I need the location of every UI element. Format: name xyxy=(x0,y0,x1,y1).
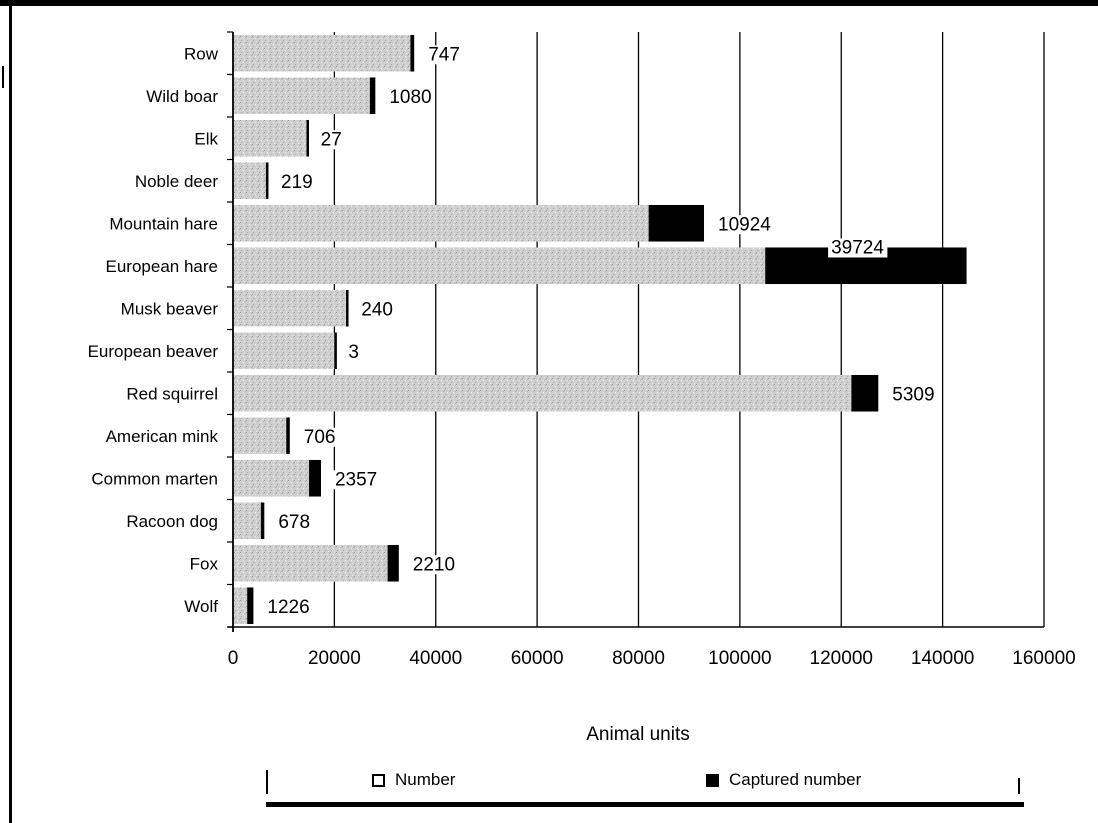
bar-captured xyxy=(851,374,879,412)
category-label: Racoon dog xyxy=(126,512,218,531)
bar-number xyxy=(233,417,287,455)
data-label: 2357 xyxy=(335,469,377,490)
bar-captured xyxy=(309,459,321,497)
data-label: 1226 xyxy=(267,597,309,618)
data-label: 2210 xyxy=(413,554,455,575)
x-tick-label: 140000 xyxy=(911,648,974,669)
frame-left-border xyxy=(9,0,12,823)
legend-right-rule xyxy=(1018,778,1020,794)
x-tick-label: 0 xyxy=(228,648,239,669)
data-label: 5309 xyxy=(892,384,934,405)
data-label-backdrop xyxy=(264,597,313,617)
scan-mark xyxy=(2,66,4,88)
x-tick-label: 160000 xyxy=(1012,648,1075,669)
x-tick-label: 80000 xyxy=(612,648,665,669)
data-label-backdrop xyxy=(345,342,362,362)
legend-left-rule xyxy=(266,770,268,794)
x-axis-title: Animal units xyxy=(586,724,690,745)
bar-captured xyxy=(334,332,337,370)
category-label: Musk beaver xyxy=(121,299,219,318)
data-label: 219 xyxy=(281,172,313,193)
bar-captured xyxy=(648,204,705,242)
data-label: 747 xyxy=(428,44,460,65)
data-label-backdrop xyxy=(331,470,381,490)
bar-number xyxy=(233,459,310,497)
x-tick-label: 100000 xyxy=(708,648,771,669)
bar-captured xyxy=(286,417,290,455)
legend-item-captured: Captured number xyxy=(706,770,861,790)
data-label: 10924 xyxy=(718,214,771,235)
bar-captured xyxy=(306,119,309,157)
data-label-backdrop xyxy=(828,238,888,258)
data-label-backdrop xyxy=(386,87,435,107)
category-label: European beaver xyxy=(88,342,219,361)
data-label-backdrop xyxy=(715,215,775,235)
legend-label-number: Number xyxy=(395,770,456,789)
gridlines xyxy=(333,32,1045,627)
bar-number xyxy=(233,332,335,370)
data-label-backdrop xyxy=(358,300,396,320)
bar-captured xyxy=(410,34,415,72)
x-tick-label: 60000 xyxy=(511,648,564,669)
legend-item-number: Number xyxy=(372,770,455,790)
category-label: European hare xyxy=(106,257,218,276)
data-label: 3 xyxy=(348,342,359,363)
data-label-backdrop xyxy=(425,45,463,65)
category-label: Row xyxy=(184,44,219,63)
data-label-backdrop xyxy=(278,172,316,192)
category-label: Fox xyxy=(190,554,219,573)
data-label: 1080 xyxy=(389,87,431,108)
category-label: Elk xyxy=(194,129,218,148)
bar-captured xyxy=(265,162,269,200)
category-label: Red squirrel xyxy=(126,384,218,403)
category-label: Wild boar xyxy=(146,87,218,106)
bar-number xyxy=(233,544,388,582)
legend-bottom-rule xyxy=(266,802,1024,807)
data-label-backdrop xyxy=(300,427,339,447)
bar-captured xyxy=(247,587,254,625)
data-label-backdrop xyxy=(409,555,459,575)
bar-number xyxy=(233,162,266,200)
category-label: American mink xyxy=(106,427,219,446)
legend: Number Captured number xyxy=(266,766,1024,808)
bar-number xyxy=(233,34,411,72)
data-label-backdrop xyxy=(889,385,938,405)
category-label: Common marten xyxy=(91,469,218,488)
bar-number xyxy=(233,374,852,412)
data-label: 27 xyxy=(321,129,342,150)
bar-number xyxy=(233,502,261,540)
category-label: Wolf xyxy=(184,597,218,616)
bar-number xyxy=(233,247,766,285)
bar-captured xyxy=(346,289,349,327)
data-label: 240 xyxy=(361,299,393,320)
labels: 0 20000 40000 60000 80000 100000 120000 140000 1… xyxy=(88,44,1076,669)
category-label: Mountain hare xyxy=(109,214,218,233)
bar-captured xyxy=(369,77,376,115)
data-label-backdrop xyxy=(317,130,345,150)
bars xyxy=(233,34,967,625)
category-label: Noble deer xyxy=(135,172,219,191)
data-label-backdrop xyxy=(275,512,314,532)
bar-number xyxy=(233,204,649,242)
bar-number xyxy=(233,119,307,157)
bar-number xyxy=(233,77,370,115)
data-label: 678 xyxy=(278,512,310,533)
legend-label-captured: Captured number xyxy=(729,770,862,789)
axes xyxy=(227,31,1044,632)
number-swatch-icon xyxy=(372,773,385,787)
data-label: 706 xyxy=(304,427,336,448)
bar-captured xyxy=(387,544,399,582)
captured-swatch-icon xyxy=(706,773,719,787)
x-tick-label: 20000 xyxy=(308,648,361,669)
x-tick-label: 120000 xyxy=(810,648,873,669)
bar-number xyxy=(233,587,248,625)
frame-top-border xyxy=(0,0,1098,6)
x-tick-label: 40000 xyxy=(409,648,462,669)
data-label: 39724 xyxy=(831,237,884,258)
bar-number xyxy=(233,289,347,327)
bar-captured xyxy=(260,502,265,540)
